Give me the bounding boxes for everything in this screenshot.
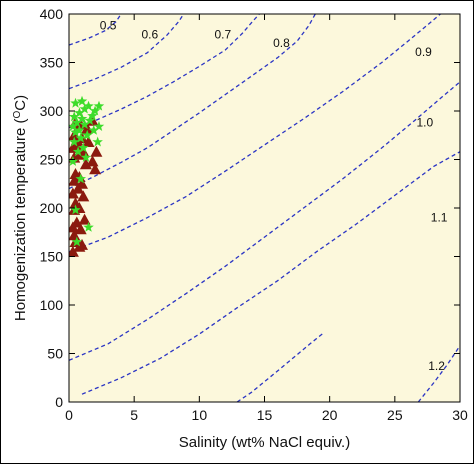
star-point — [93, 121, 105, 131]
triangle-point — [69, 229, 81, 241]
contour-line-0-5 — [69, 14, 122, 46]
triangle-point — [82, 136, 95, 147]
star-point — [70, 204, 81, 215]
contour-label: 0.9 — [415, 45, 432, 59]
x-axis-title: Salinity (wt% NaCl equiv.) — [179, 434, 350, 451]
y-tick-label: 300 — [40, 103, 64, 119]
triangle-point — [78, 213, 91, 225]
x-tick-label: 30 — [452, 407, 468, 423]
star-point — [71, 117, 83, 128]
plot-area — [69, 14, 460, 402]
star-point — [92, 136, 103, 147]
star-point — [88, 124, 99, 135]
y-tick-label: 350 — [40, 55, 64, 71]
y-axis-title-main: Homogenization temperature ( — [12, 119, 29, 322]
y-tick-label: 150 — [40, 249, 64, 265]
triangle-point — [76, 238, 88, 250]
contour-line — [417, 345, 460, 402]
star-point — [76, 95, 88, 106]
contour-line-1-2 — [236, 331, 325, 402]
y-tick-label: 0 — [55, 394, 63, 410]
star-point — [74, 107, 85, 118]
star-point — [82, 129, 93, 140]
contour-line-0-7 — [69, 14, 260, 129]
star-point — [70, 126, 81, 137]
contour-line-1-0 — [69, 81, 460, 361]
contour-label: 1.2 — [428, 359, 445, 373]
triangle-point — [90, 145, 103, 157]
star-point — [78, 142, 89, 153]
triangle-point — [69, 197, 82, 209]
star-point — [84, 115, 96, 126]
triangle-point — [76, 177, 88, 189]
contour-label: 0.7 — [214, 27, 231, 41]
contour-line-0-6 — [69, 14, 185, 90]
triangle-point — [69, 168, 82, 179]
star-point — [79, 119, 90, 129]
star-point — [71, 236, 83, 247]
star-point — [89, 105, 101, 116]
x-tick-label: 25 — [387, 407, 403, 423]
x-tick-label: 20 — [322, 407, 338, 423]
triangle-point — [77, 190, 90, 202]
star-point — [70, 97, 81, 108]
contour-label: 1.0 — [416, 116, 433, 130]
contour-label: 0.8 — [273, 36, 290, 50]
star-point — [75, 132, 86, 143]
x-tick-label: 0 — [65, 407, 73, 423]
y-axis-title: Homogenization temperature (OC) — [12, 95, 30, 321]
y-tick-label: 200 — [40, 200, 64, 216]
star-point — [72, 146, 84, 157]
contour-line-1-1 — [81, 151, 460, 395]
star-point — [80, 152, 92, 162]
contour-label: 1.1 — [431, 211, 448, 225]
x-tick-label: 15 — [257, 407, 273, 423]
y-axis-title-tail: C) — [12, 95, 29, 111]
star-point — [69, 121, 79, 131]
y-tick-label: 50 — [47, 346, 63, 362]
y-tick-label: 400 — [40, 6, 64, 22]
triangle-point — [79, 158, 92, 170]
star-point — [75, 173, 86, 184]
triangle-point — [70, 216, 83, 228]
star-point — [69, 136, 80, 147]
star-point — [87, 110, 98, 121]
x-tick-label: 5 — [130, 407, 138, 423]
x-tick-label: 10 — [192, 407, 208, 423]
contour-label: 0.5 — [100, 19, 117, 33]
star-point — [69, 155, 79, 166]
star-point — [69, 111, 80, 122]
star-point — [93, 100, 105, 111]
star-point — [79, 103, 90, 114]
star-point — [74, 124, 85, 135]
contour-line-0-8 — [69, 14, 316, 190]
y-tick-label: 250 — [40, 152, 64, 168]
star-point — [76, 113, 88, 124]
triangle-point — [89, 163, 102, 175]
triangle-point — [86, 155, 99, 167]
y-axis-title-superscript: O — [12, 111, 23, 119]
star-point — [83, 221, 94, 232]
star-point — [83, 100, 94, 111]
contour-label: 0.6 — [141, 27, 158, 41]
y-tick-label: 100 — [40, 297, 64, 313]
contour-line-0-9 — [69, 14, 441, 253]
